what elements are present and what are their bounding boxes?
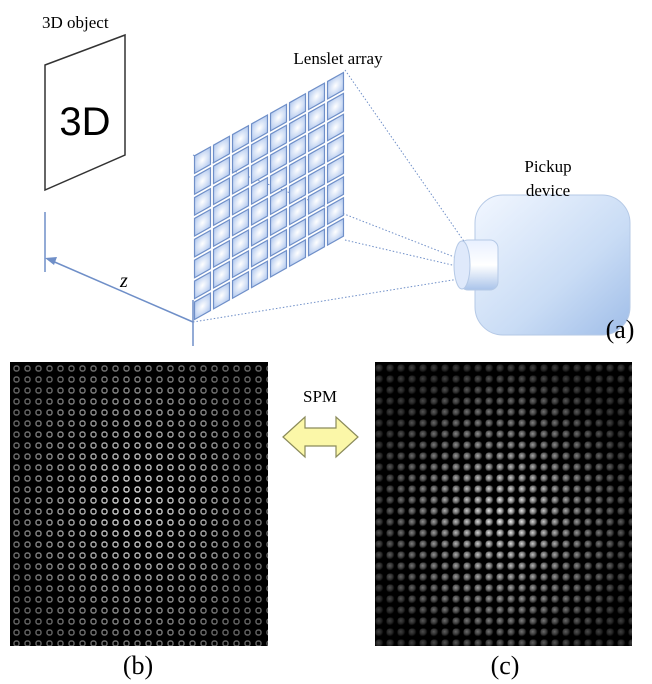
arrow-label: SPM — [303, 387, 337, 406]
figure: 3D object 3D z Lenslet array Pickup devi… — [0, 0, 652, 684]
device-label: Pickup — [524, 157, 571, 176]
caption: (a) — [606, 315, 635, 344]
caption: (b) — [123, 651, 153, 680]
arrow-head — [45, 257, 57, 265]
axis-label: z — [119, 270, 128, 292]
object-text: 3D — [59, 100, 110, 144]
double-arrow — [283, 417, 358, 457]
lenslet-label: Lenslet array — [293, 49, 383, 68]
device-label: device — [526, 181, 570, 200]
vignette — [10, 362, 268, 646]
vignette — [375, 362, 632, 646]
camera — [454, 195, 630, 335]
lenslet-array — [195, 73, 344, 320]
object-label: 3D object — [42, 13, 109, 32]
caption: (c) — [491, 651, 520, 680]
